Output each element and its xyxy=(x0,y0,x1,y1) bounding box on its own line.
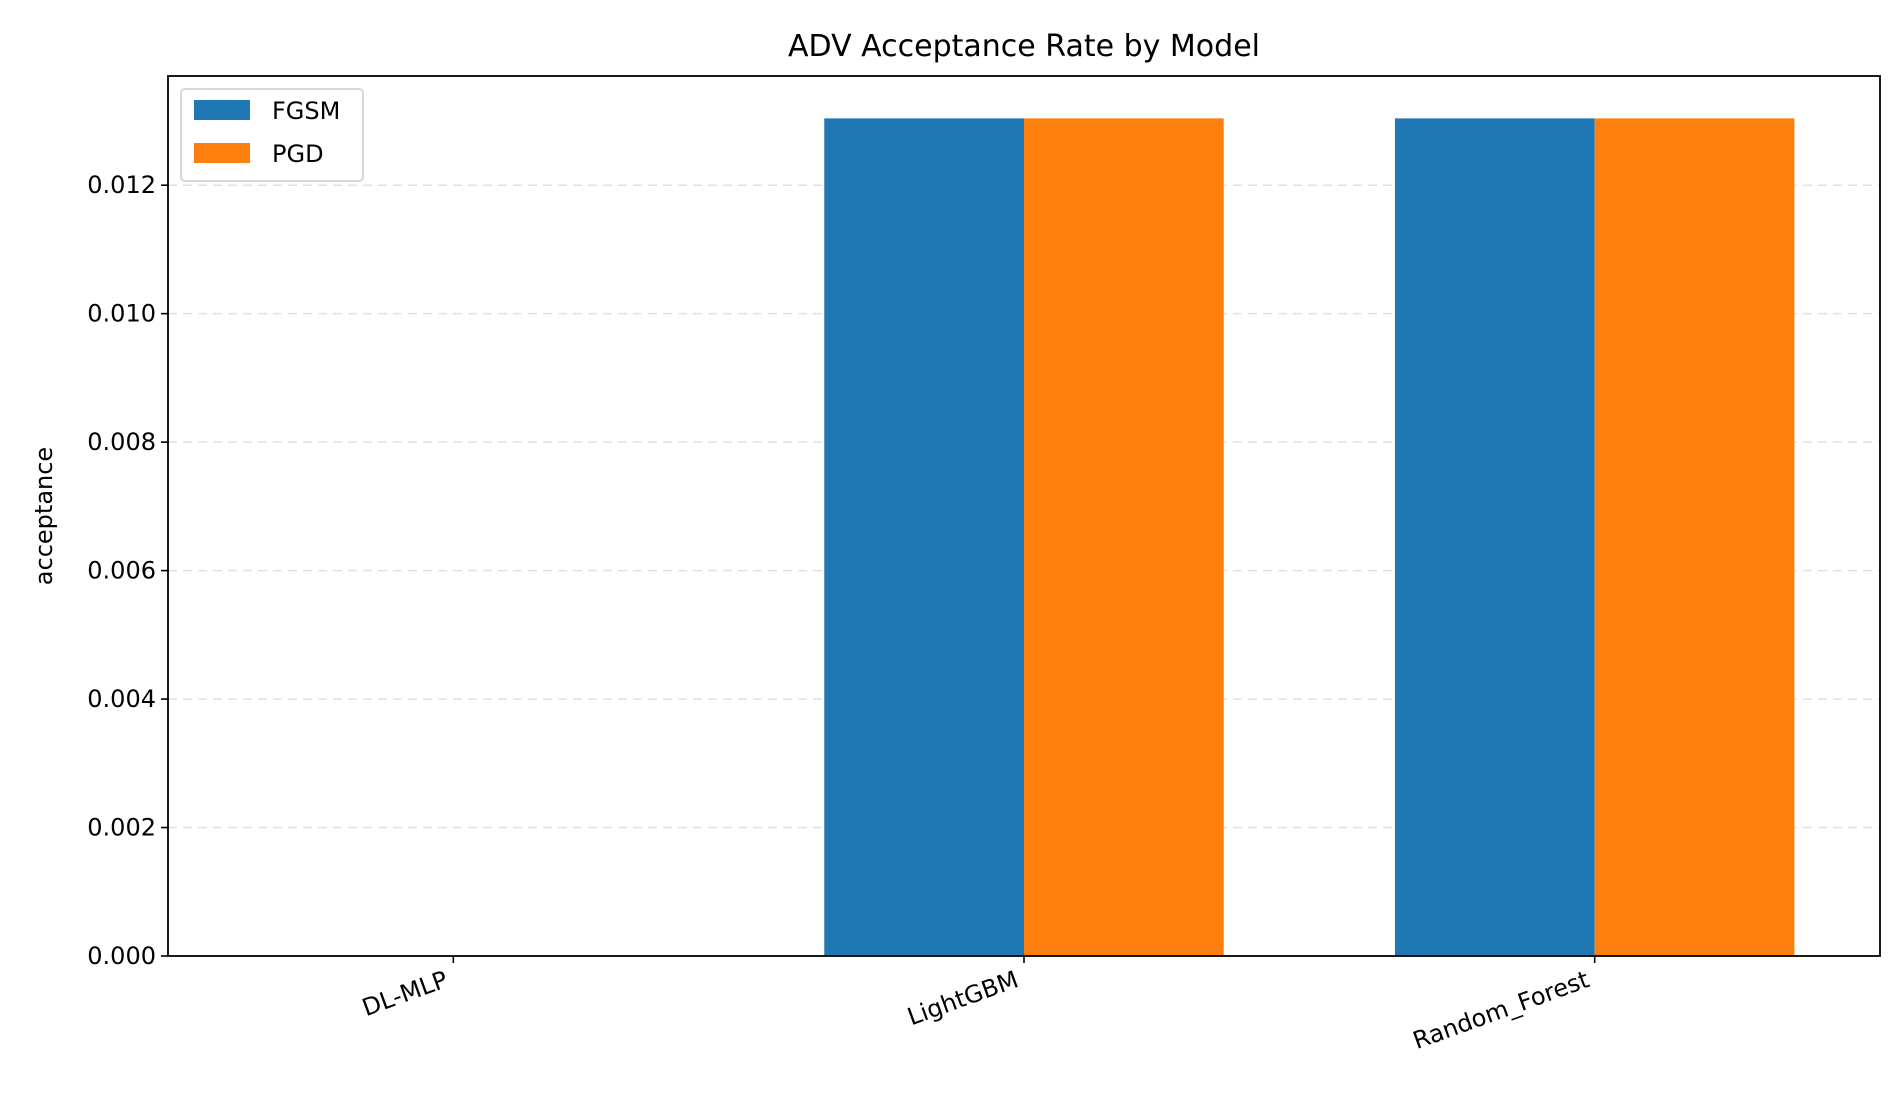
bar-pgd-random-forest xyxy=(1594,118,1795,956)
bars xyxy=(824,118,1795,956)
legend-label: PGD xyxy=(272,140,324,168)
y-axis: 0.000 0.002 0.004 0.006 0.008 0.010 0.012 xyxy=(87,171,168,970)
bar-fgsm-random-forest xyxy=(1394,118,1595,956)
x-tick-label: LightGBM xyxy=(904,965,1022,1031)
y-tick-label: 0.008 xyxy=(87,428,156,456)
legend-label: FGSM xyxy=(272,97,340,125)
bar-pgd-lightgbm xyxy=(1024,118,1224,956)
y-tick-label: 0.004 xyxy=(87,685,156,713)
y-tick-label: 0.000 xyxy=(87,942,156,970)
y-tick-label: 0.010 xyxy=(87,300,156,328)
legend: FGSM PGD xyxy=(180,88,364,182)
y-axis-label: acceptance xyxy=(30,447,58,585)
bar-fgsm-lightgbm xyxy=(824,118,1024,956)
y-tick-label: 0.006 xyxy=(87,557,156,585)
y-tick-label: 0.012 xyxy=(87,171,156,199)
y-tick-label: 0.002 xyxy=(87,814,156,842)
legend-swatch xyxy=(194,100,250,120)
x-axis: DL-MLP LightGBM Random_Forest xyxy=(359,956,1596,1055)
x-tick-label: DL-MLP xyxy=(359,965,452,1022)
legend-swatch xyxy=(194,143,250,163)
x-tick-label: Random_Forest xyxy=(1409,965,1592,1055)
chart-title: ADV Acceptance Rate by Model xyxy=(788,29,1260,64)
